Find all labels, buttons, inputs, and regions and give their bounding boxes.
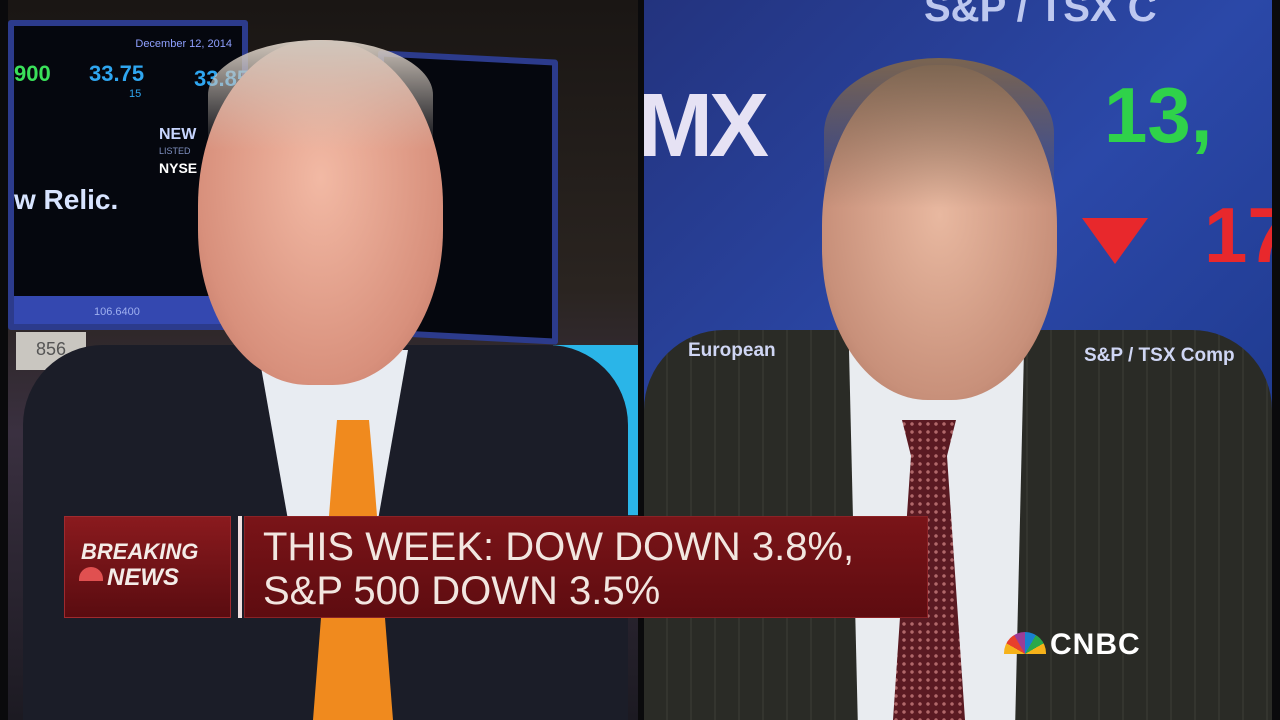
guest-hair xyxy=(824,58,1054,208)
cnbc-logo: CNBC xyxy=(1050,628,1141,661)
badge-line1: BREAKING xyxy=(81,539,199,564)
monitor-volume: 900 xyxy=(14,61,51,86)
badge-line2: NEWS xyxy=(107,564,179,591)
index-value: 13, xyxy=(1104,71,1213,159)
monitor-ticker: 106.6400 xyxy=(94,306,140,318)
backdrop-label-left: European xyxy=(688,340,776,361)
monitor-listed-label: LISTED xyxy=(159,146,191,156)
breaking-news-badge: BREAKING NEWS xyxy=(64,516,231,618)
lower-third-divider xyxy=(238,516,242,618)
backdrop-title: S&P / TSX C xyxy=(924,0,1157,30)
cnbc-peacock-icon xyxy=(79,567,103,581)
right-video-panel: S&P / TSX C MX 13, 17 European S&P / TSX… xyxy=(644,0,1272,720)
headline-line2: S&P 500 DOWN 3.5% xyxy=(263,569,661,613)
monitor-date: December 12, 2014 xyxy=(135,38,232,50)
down-arrow-icon xyxy=(1082,218,1148,264)
tmx-logo: MX xyxy=(644,76,769,176)
headline-line1: THIS WEEK: DOW DOWN 3.8%, xyxy=(263,525,855,569)
monitor-exchange: NYSE xyxy=(159,160,198,176)
backdrop-label-right: S&P / TSX Comp xyxy=(1084,345,1235,366)
monitor-subvalue: 15 xyxy=(129,88,142,100)
monitor-new-label: NEW xyxy=(159,126,197,143)
monitor-price: 33.75 xyxy=(89,61,145,86)
change-value: 17 xyxy=(1204,191,1272,279)
headline-bar: THIS WEEK: DOW DOWN 3.8%, S&P 500 DOWN 3… xyxy=(244,516,928,618)
anchor-hair xyxy=(208,40,433,150)
monitor-company: w Relic. xyxy=(14,184,119,215)
nbc-peacock-icon xyxy=(1004,632,1046,658)
